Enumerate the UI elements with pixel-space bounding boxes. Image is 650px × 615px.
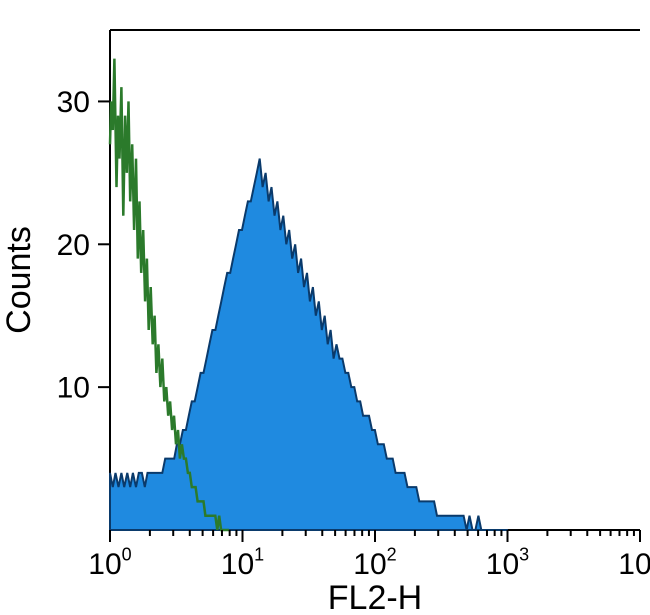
y-tick-label: 20 [57,229,90,262]
x-tick-label: 101 [221,545,264,582]
x-axis-label: FL2-H [328,579,422,615]
chart-svg: 100 101 102 103 104 10 20 30 FL2-H Counts [0,0,650,615]
series-stained [110,159,508,530]
y-tick-label: 10 [57,372,90,405]
flow-cytometry-histogram: 100 101 102 103 104 10 20 30 FL2-H Counts [0,0,650,615]
x-tick-label: 102 [353,545,396,582]
y-axis-label: Counts [0,226,38,334]
x-tick-label: 100 [88,545,131,582]
x-tick-label: 104 [618,545,650,582]
y-tick-label: 30 [57,86,90,119]
x-tick-label: 103 [486,545,529,582]
